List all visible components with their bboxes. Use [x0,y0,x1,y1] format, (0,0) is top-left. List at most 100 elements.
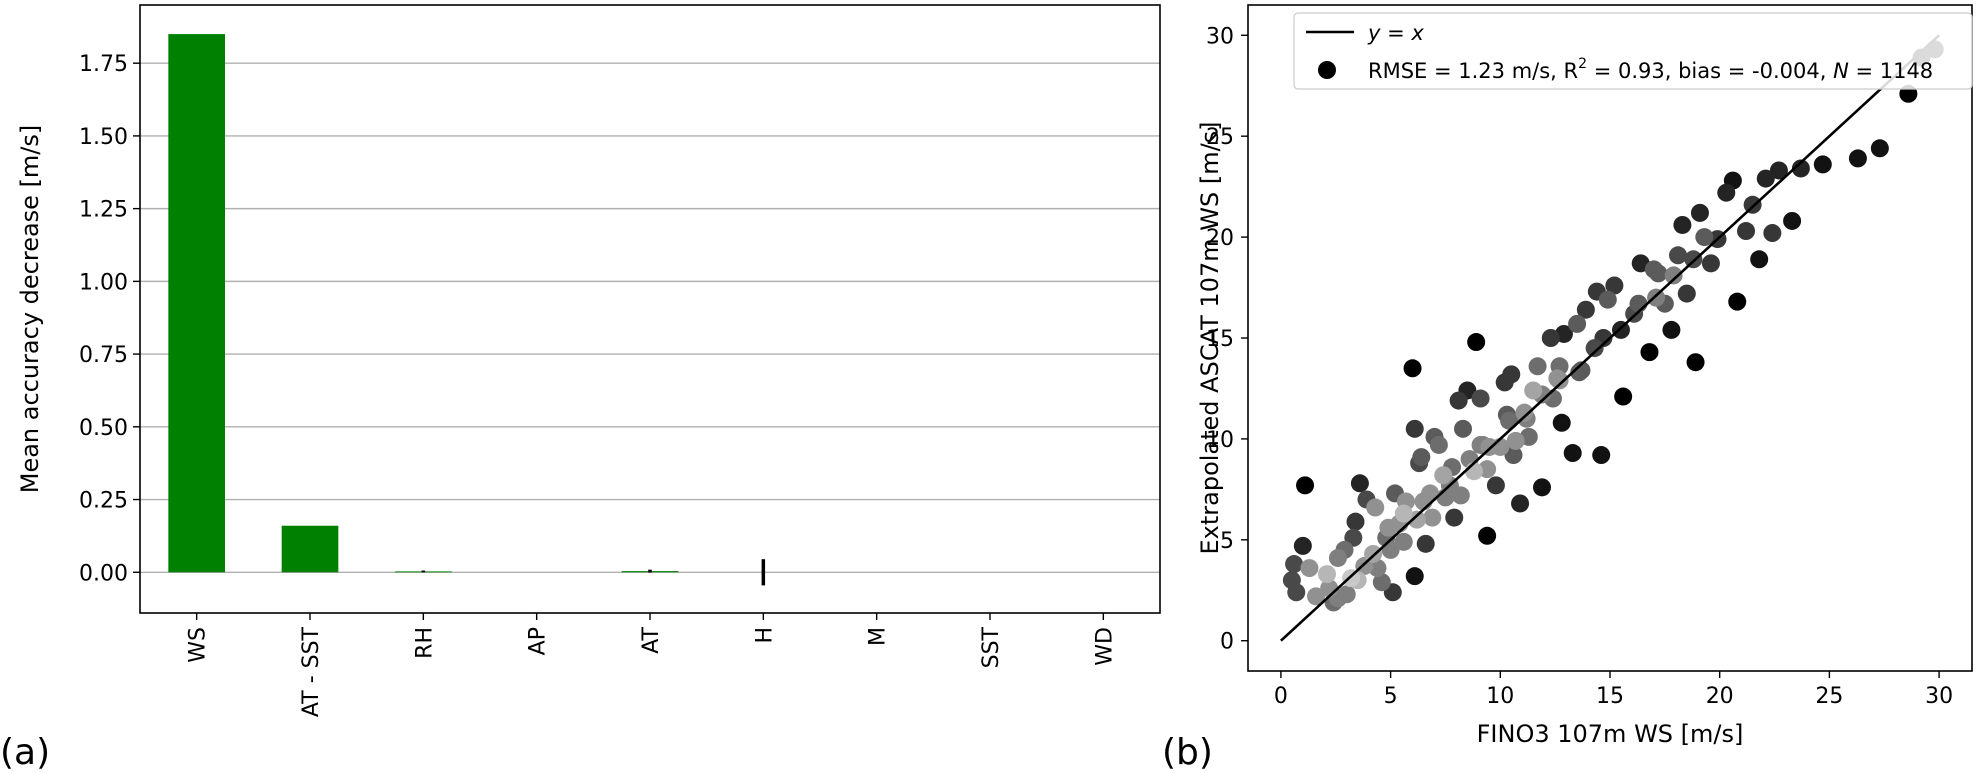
scatter-point [1673,215,1692,234]
legend-stats-label: RMSE = 1.23 m/s, R2 = 0.93, bias = -0.00… [1368,56,1933,83]
scatter-point [1701,254,1720,273]
x-tick-label: 20 [1706,684,1734,709]
x-tick-label: RH [412,627,437,659]
y-tick-label: 0.25 [79,489,128,514]
x-tick-label: WS [186,627,211,663]
panel-label-a: (a) [0,732,50,773]
importance-bar-chart: 0.00 0.25 0.50 0.75 1.00 1.25 1.50 1.75 WS AT - … [0,4,1161,773]
scatter-point [1506,431,1525,450]
x-tick-label: 0 [1274,684,1288,709]
validation-scatter-chart: 0 5 10 15 20 25 30 0 5 10 15 20 25 30 FINO3 107m WS … [1162,4,1973,773]
scatter-point [1870,139,1889,158]
identity-line [1280,34,1940,642]
scatter-point [1640,343,1659,362]
y-tick-label: 0.00 [79,561,128,586]
y-axis-label: Mean accuracy decrease [m/s] [16,125,44,494]
scatter-point [1791,159,1810,178]
scatter-point [1664,266,1683,285]
scatter-point [1717,183,1736,202]
y-ticks: 0.00 0.25 0.50 0.75 1.00 1.25 1.50 1.75 [79,52,140,586]
scatter-point [1614,387,1633,406]
scatter-point [1293,536,1312,555]
y-tick-label: 20 [1206,226,1234,251]
scatter-point [1287,583,1306,602]
scatter-point [1502,365,1521,384]
y-tick-label: 10 [1206,428,1234,453]
scatter-point [1756,169,1775,188]
scatter-point [1695,228,1714,247]
scatter-point [1848,149,1867,168]
scatter-point [1813,155,1832,174]
scatter-point [1478,460,1497,479]
error-bars [421,559,766,586]
scatter-point [1486,476,1505,495]
panel-label-b: (b) [1162,732,1213,773]
scatter-point [1317,565,1336,584]
y-tick-label: 1.75 [79,52,128,77]
scatter-point [1394,504,1413,523]
x-axis-label: FINO3 107m WS [m/s] [1477,720,1744,748]
y-tick-label: 1.25 [79,198,128,223]
scatter-point [1563,444,1582,463]
scatter-point [1451,486,1470,505]
legend-box [1293,12,1973,90]
legend-point-marker [1318,61,1336,79]
scatter-point [1454,419,1473,438]
y-axis-label: Extrapolated ASCAT 107m WS [m/s] [1196,121,1224,554]
scatter-point [1405,567,1424,586]
scatter-point [1414,492,1433,511]
scatter-point [1471,389,1490,408]
scatter-point [1394,532,1413,551]
scatter-point [1552,413,1571,432]
bar [168,34,225,573]
gridlines [140,62,1160,573]
scatter-point [1550,371,1569,390]
scatter-point [1605,276,1624,295]
scatter-point [1307,587,1326,606]
scatter-point [1434,466,1453,485]
scatter-point [1296,476,1315,495]
stats-sup: 2 [1578,56,1587,72]
scatter-point [1445,508,1464,527]
scatter-point [1524,381,1543,400]
scatter-point [1504,446,1523,465]
scatter-point [1532,478,1551,497]
stats-mid: = 0.93, bias = -0.004, [1587,59,1833,83]
scatter-point [1379,518,1398,537]
y-tick-label: 30 [1206,24,1234,49]
scatter-point [1598,290,1617,309]
scatter-point [1629,294,1648,313]
stats-n-symbol: N [1833,59,1849,83]
scatter-point [1690,203,1709,222]
scatter-point [1429,435,1448,454]
y-tick-label: 0.50 [79,416,128,441]
scatter-point [1763,224,1782,243]
x-ticks: 0 5 10 15 20 25 30 [1274,671,1953,709]
x-tick-label: H [752,627,777,644]
x-tick-label: WD [1092,627,1117,666]
scatter-point [1328,548,1347,567]
x-ticks: WS AT - SST RH AP AT H M SST WD [186,613,1117,717]
scatter-point [1568,314,1587,333]
scatter-point [1403,359,1422,378]
scatter-point [1686,353,1705,372]
x-tick-label: 5 [1384,684,1398,709]
scatter-point [1662,320,1681,339]
bar [281,525,339,573]
scatter-point [1515,403,1534,422]
x-tick-label: AT [639,626,664,653]
y-tick-label: 5 [1220,529,1234,554]
scatter-point [1372,573,1391,592]
scatter-point [1478,526,1497,545]
scatter-point [1350,474,1369,493]
scatter-point [1541,329,1560,347]
y-tick-label: 1.00 [79,270,128,295]
x-tick-label: 10 [1486,684,1514,709]
y-tick-label: 1.50 [79,125,128,150]
x-tick-label: 25 [1815,684,1843,709]
scatter-point [1511,494,1530,513]
y-tick-label: 25 [1206,125,1234,150]
scatter-point [1576,300,1595,319]
scatter-point [1423,508,1442,527]
